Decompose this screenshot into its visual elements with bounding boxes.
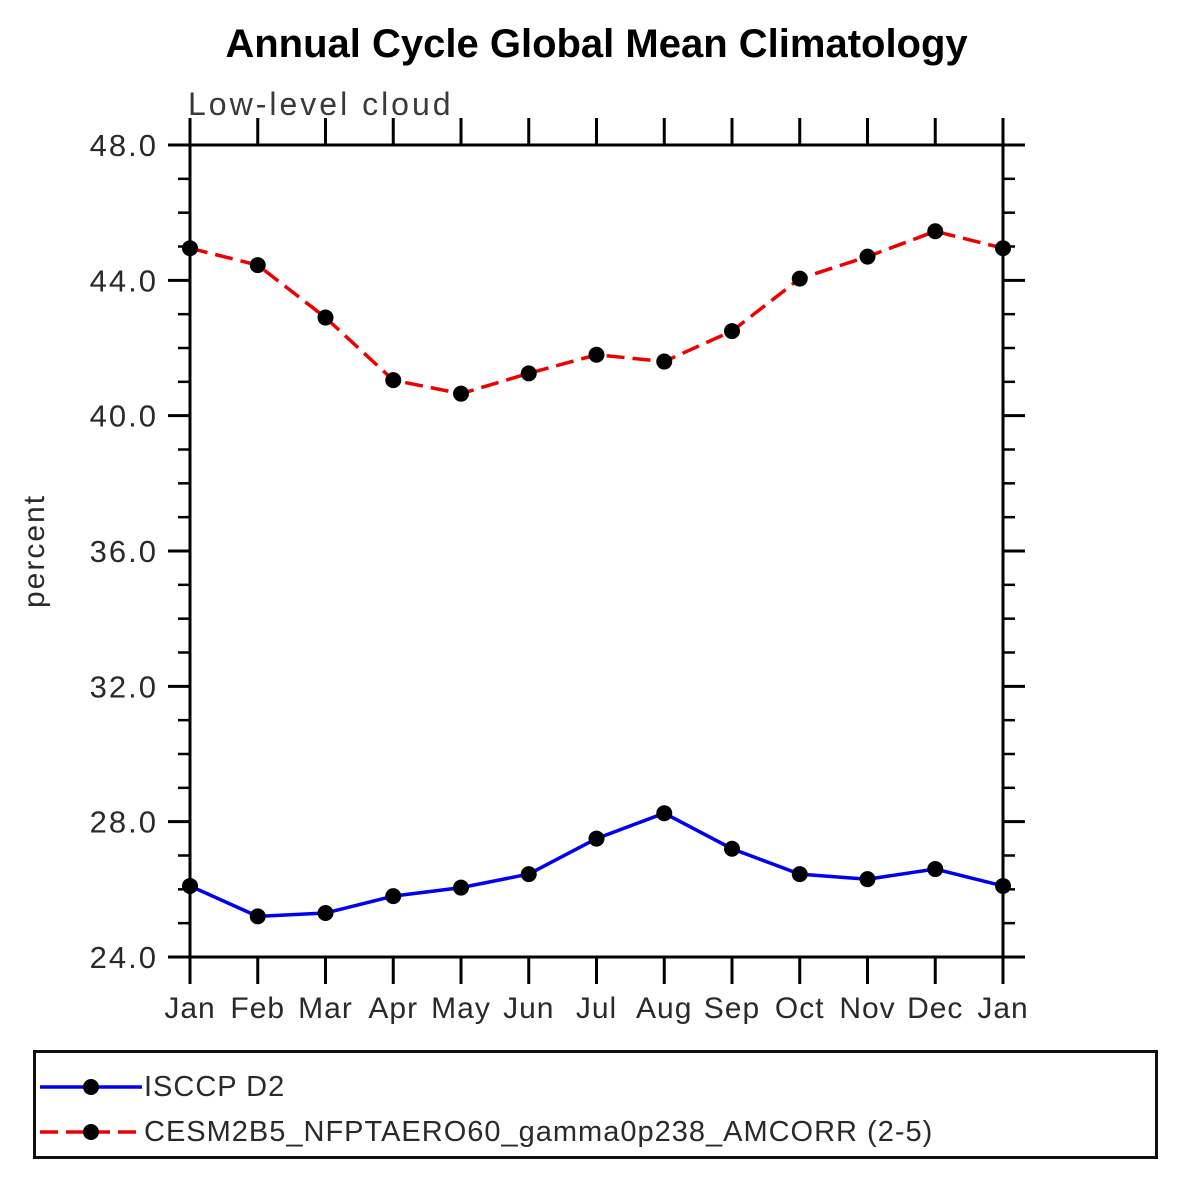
- data-point-marker: [520, 866, 537, 883]
- data-point-marker: [656, 805, 673, 822]
- data-point-marker: [249, 257, 266, 274]
- legend-label: ISCCP D2: [144, 1070, 286, 1103]
- legend-item-isccp: ISCCP D2: [38, 1063, 285, 1111]
- data-point-marker: [724, 840, 740, 857]
- y-tick-label: 44.0: [90, 263, 158, 298]
- x-tick-label: Jul: [576, 992, 617, 1025]
- y-axis-label: percent: [18, 494, 51, 608]
- data-point-marker: [182, 877, 198, 894]
- data-point-marker: [791, 866, 808, 883]
- legend-label: CESM2B5_NFPTAERO60_gamma0p238_AMCORR (2-…: [144, 1115, 934, 1148]
- data-point-marker: [927, 223, 944, 240]
- data-point-marker: [791, 270, 808, 287]
- x-tick-label: Aug: [636, 992, 692, 1025]
- data-point-marker: [859, 248, 876, 265]
- series-line: [189, 229, 1004, 396]
- data-point-marker: [656, 353, 673, 370]
- legend-line-sample-dashed: [40, 1124, 142, 1140]
- chart-title: Annual Cycle Global Mean Climatology: [225, 22, 968, 66]
- data-point-marker: [927, 861, 944, 878]
- legend-marker: [83, 1124, 99, 1140]
- data-point-marker: [724, 323, 740, 340]
- y-tick-label: 28.0: [90, 805, 158, 840]
- data-point-marker: [249, 908, 266, 925]
- y-tick-label: 48.0: [90, 128, 158, 163]
- data-point-marker: [317, 309, 334, 326]
- x-tick-label: Nov: [839, 992, 895, 1025]
- data-point-marker: [453, 385, 469, 402]
- x-tick-label: Sep: [704, 992, 760, 1025]
- x-tick-label: Jan: [977, 992, 1028, 1025]
- data-point-marker: [995, 240, 1011, 257]
- data-point-marker: [385, 372, 402, 389]
- x-tick-label: Dec: [907, 992, 963, 1025]
- data-point-marker: [995, 877, 1011, 894]
- y-tick-label: 36.0: [90, 534, 158, 569]
- series-line: [189, 811, 1004, 919]
- x-tick-label: May: [431, 992, 491, 1025]
- y-tick-label: 24.0: [90, 940, 158, 975]
- legend-item-cesm: CESM2B5_NFPTAERO60_gamma0p238_AMCORR (2-…: [38, 1108, 933, 1156]
- legend: ISCCP D2 CESM2B5_NFPTAERO60_gamma0p238_A…: [33, 1050, 1158, 1159]
- plot-area: Jan Feb Mar Apr May Jun Jul Aug Sep Oct Nov Dec Jan2…: [18, 118, 1028, 1025]
- data-point-marker: [588, 346, 605, 363]
- data-point-marker: [588, 830, 605, 847]
- data-point-marker: [520, 365, 537, 382]
- x-tick-label: Oct: [775, 992, 825, 1025]
- x-tick-label: Mar: [298, 992, 353, 1025]
- y-tick-label: 40.0: [90, 399, 158, 434]
- x-tick-label: Jun: [503, 992, 554, 1025]
- y-tick-label: 32.0: [90, 669, 158, 704]
- data-point-marker: [317, 905, 334, 922]
- data-point-marker: [859, 871, 876, 888]
- legend-marker: [83, 1079, 99, 1095]
- x-tick-label: Apr: [368, 992, 418, 1025]
- x-tick-label: Jan: [164, 992, 215, 1025]
- chart-subtitle: Low-level cloud: [188, 86, 454, 122]
- data-point-marker: [385, 888, 402, 905]
- data-point-marker: [182, 240, 198, 257]
- x-tick-label: Feb: [230, 992, 285, 1025]
- data-point-marker: [453, 879, 469, 896]
- legend-line-sample-solid: [40, 1079, 142, 1095]
